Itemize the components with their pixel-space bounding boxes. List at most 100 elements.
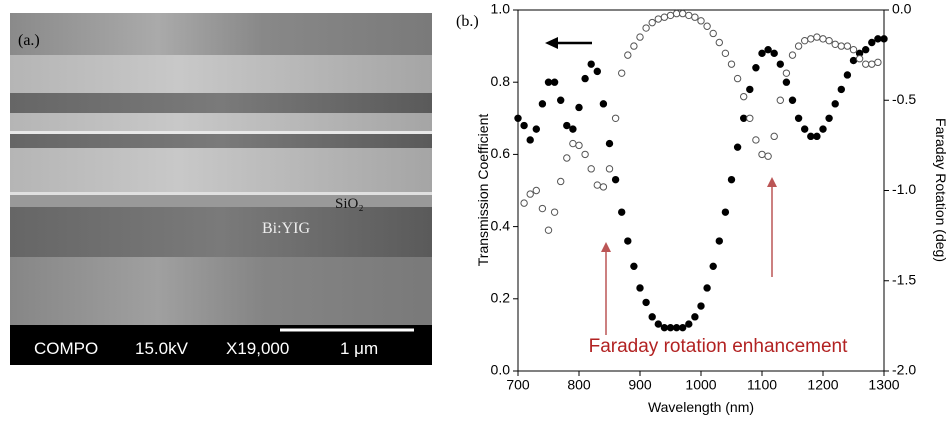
data-point [843,42,852,50]
data-point [709,29,717,38]
data-point [569,139,577,148]
x-tick-label: 1200 [807,377,838,393]
data-point [709,262,717,271]
plot-frame [517,9,885,372]
data-point [587,60,595,68]
data-point [740,114,748,123]
data-point [550,78,559,86]
y-tick-label: 0.2 [491,290,511,306]
data-point [624,237,632,245]
data-point [654,320,662,328]
y2-tick-label: -0.5 [892,91,916,107]
chart: (b.) Wavelength (nm) Transmission Coeffi… [456,1,949,415]
panel-label: (a.) [18,32,40,49]
x-tick-label: 1300 [868,377,899,393]
data-point [611,114,620,123]
data-point [660,323,669,332]
data-point [618,208,626,216]
annotation-arrows [601,177,777,335]
data-point [611,175,620,184]
data-point [618,69,626,77]
data-point [813,132,821,141]
data-point [721,208,730,216]
data-point [874,35,882,43]
data-point [630,262,638,271]
data-point [813,33,821,41]
data-point [575,103,583,112]
data-point [868,38,876,47]
y-tick-label: 0.0 [491,362,511,378]
data-point [880,35,888,43]
data-point [672,323,681,332]
data-point [715,237,723,245]
data-point [593,181,601,189]
data-point [648,18,656,27]
data-point [703,22,711,30]
data-point [862,60,870,68]
axis-arrow [545,37,592,49]
y-tick-label: 0.6 [491,145,511,161]
data-point [782,78,791,86]
data-point [557,177,565,186]
data-point [569,125,577,133]
data-point [605,139,614,148]
data-point [788,96,797,104]
data-point [514,114,522,123]
data-point [788,51,797,59]
data-point [599,100,608,108]
data-point [581,150,589,159]
x-tick-label: 700 [506,377,530,393]
data-point [550,208,559,216]
data-point [740,92,748,101]
data-point [819,125,827,133]
data-point [868,60,876,68]
data-point [532,186,540,195]
data-point [758,150,766,159]
data-point [855,55,864,63]
data-point [599,183,608,191]
data-point [764,46,772,54]
data-point [697,302,705,310]
data-point [666,323,675,332]
data-point [733,143,742,151]
data-point [843,71,852,79]
data-point [563,154,571,162]
layer-label: SiO₂ [335,196,364,212]
data-point [721,49,730,58]
data-point [862,46,870,54]
y-tick-label: 0.4 [491,217,511,233]
panel-label: (b.) [456,13,479,30]
data-point [776,96,784,104]
data-point [544,226,553,234]
data-point [825,114,833,123]
data-point [544,78,553,86]
data-point [849,46,858,54]
data-point [685,11,693,20]
data-point [727,60,736,68]
data-point [691,313,699,321]
data-point [746,85,754,94]
data-point [782,69,791,77]
data-point [746,114,754,123]
data-point [538,204,547,213]
data-point [752,64,760,72]
data-point [837,85,845,94]
data-point [801,125,809,133]
data-point [630,42,638,50]
y2-tick-label: -2.0 [892,362,916,378]
data-point [642,24,650,32]
data-point [648,313,656,321]
data-point [685,320,693,328]
scale-text: X19,000 [226,339,289,358]
scale-text: COMPO [34,339,98,358]
y2-tick-label: -1.0 [892,181,916,197]
data-point [831,100,839,108]
data-point [794,42,803,50]
data-point [526,190,534,198]
y-tick-label: 0.8 [491,73,511,89]
sem-image: (a.) SiO₂ Bi:YIG COMPO 15.0kV X19,000 1 … [10,13,432,365]
x-tick-label: 1100 [747,377,777,393]
data-point [825,36,833,45]
x-axis-label: Wavelength (nm) [648,399,754,415]
